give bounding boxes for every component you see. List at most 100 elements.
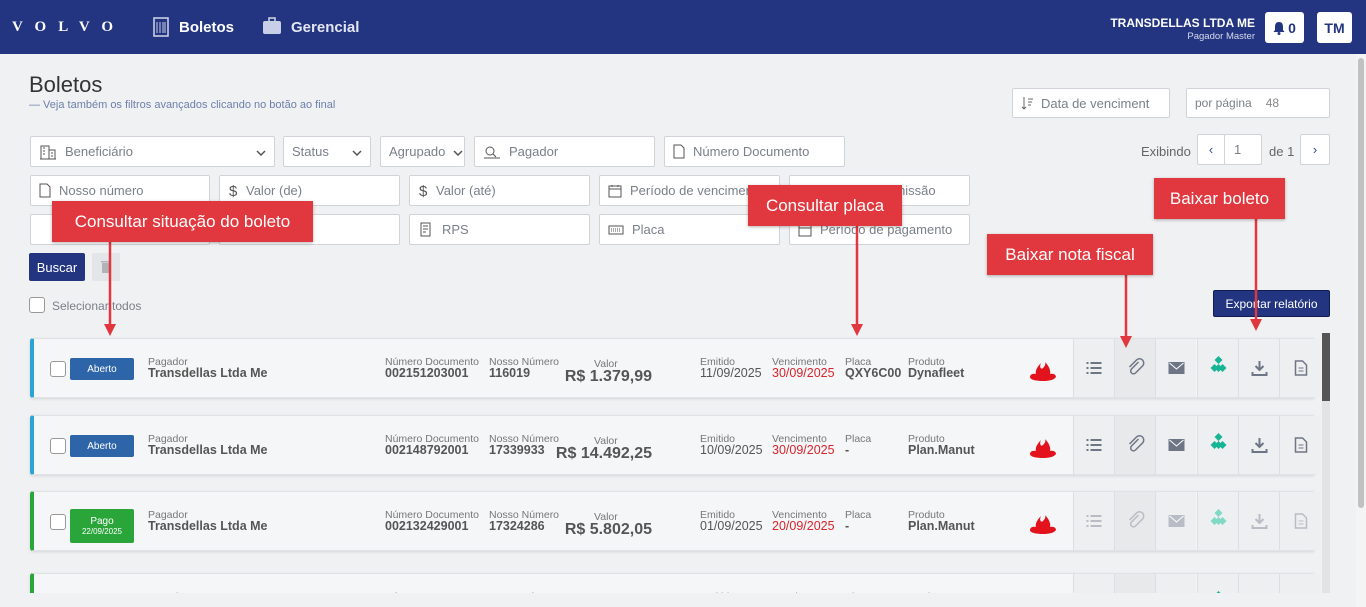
field-value: 11/09/2025: [700, 366, 762, 380]
next-page[interactable]: ›: [1300, 134, 1330, 165]
boleto-card: Pagador Número Documento Nosso Número Emiti…: [30, 573, 1320, 593]
action-button[interactable]: [1073, 574, 1114, 593]
field-label: Número Documento: [385, 509, 479, 521]
company: TRANSDELLAS LTDA ME: [1110, 16, 1255, 30]
filter-placeholder: Placa: [632, 222, 665, 237]
action-button[interactable]: [1196, 339, 1238, 397]
field-label: Placa: [845, 356, 872, 368]
field-label: Produto: [908, 509, 945, 521]
action-button[interactable]: [1155, 492, 1197, 550]
action-button[interactable]: [1237, 492, 1279, 550]
field-label: Número Documento: [385, 591, 479, 593]
field-label: Placa: [845, 509, 872, 521]
action-button[interactable]: [1073, 416, 1114, 474]
per-page-value: 48: [1265, 96, 1280, 110]
row-checkbox[interactable]: [50, 514, 66, 530]
dropdown-caret: [256, 144, 266, 159]
filter-field[interactable]: Número Documento: [664, 136, 845, 167]
filter-field[interactable]: RPS: [409, 214, 590, 245]
field-label: Emitido: [700, 433, 736, 445]
action-button[interactable]: [1196, 492, 1238, 550]
nav-item[interactable]: Gerencial: [291, 19, 360, 36]
filter-placeholder: Pagador: [509, 144, 559, 159]
notification-count: 0: [1288, 19, 1296, 36]
field-value: 20/09/2025: [772, 519, 835, 533]
status-badge[interactable]: Pago 22/09/2025: [70, 509, 134, 543]
results-list: Aberto Pagador Transdellas Ltda Me Número D…: [0, 330, 1322, 593]
row-checkbox[interactable]: [50, 361, 66, 377]
page-title: Boletos: [29, 72, 103, 97]
action-button[interactable]: [1279, 574, 1320, 593]
nav-item[interactable]: Boletos: [179, 19, 235, 36]
callout: Consultar situação do boleto: [52, 201, 313, 242]
action-button[interactable]: [1073, 492, 1114, 550]
dropdown-caret: [352, 144, 362, 159]
action-button[interactable]: [1279, 416, 1320, 474]
search-icon: [484, 146, 500, 158]
row-checkbox[interactable]: [50, 438, 66, 454]
action-button[interactable]: [1237, 574, 1279, 593]
field-value: Transdellas Ltda Me: [148, 443, 268, 457]
action-button[interactable]: [1196, 416, 1238, 474]
select-all-checkbox[interactable]: [29, 297, 45, 313]
action-button[interactable]: [1114, 574, 1156, 593]
action-button[interactable]: [1114, 492, 1156, 550]
filter-field[interactable]: Nosso número: [30, 175, 210, 206]
action-button[interactable]: [1196, 574, 1238, 593]
action-button[interactable]: [1155, 339, 1197, 397]
value-amount: R$ 1.379,99: [564, 368, 652, 385]
bank-logo: [1030, 357, 1056, 386]
callout: Baixar nota fiscal: [987, 234, 1153, 275]
field-value: -: [845, 519, 850, 533]
export-button[interactable]: Exportar relatório: [1213, 290, 1330, 317]
clear-button[interactable]: [92, 253, 120, 281]
field-label: Vencimento: [772, 509, 827, 521]
status-date: 22/09/2025: [81, 527, 123, 536]
status-badge[interactable]: Aberto: [70, 358, 134, 380]
value-amount: R$ 5.802,05: [564, 521, 652, 538]
filter-field[interactable]: Agrupado: [380, 136, 465, 167]
avatar[interactable]: TM: [1317, 12, 1352, 43]
field-value: 002148792001: [385, 443, 469, 457]
filter-field[interactable]: Status: [283, 136, 371, 167]
page-scroll-thumb: [1358, 58, 1364, 508]
prev-page[interactable]: ‹: [1197, 134, 1225, 165]
action-button[interactable]: [1155, 574, 1197, 593]
boleto-card: Pago 22/09/2025 Pagador Transdellas Ltda Me…: [30, 491, 1320, 551]
field-value: 30/09/2025: [772, 366, 835, 380]
field-label: Nosso Número: [489, 509, 560, 521]
per-page-select[interactable]: por página 48: [1186, 88, 1330, 118]
action-button[interactable]: [1237, 339, 1279, 397]
field-label: Emitido: [700, 356, 736, 368]
dollar-icon: $: [229, 183, 238, 199]
action-button[interactable]: [1114, 416, 1156, 474]
sort-select[interactable]: Data de venciment: [1012, 88, 1170, 118]
field-label: Placa: [845, 433, 872, 445]
action-button[interactable]: [1279, 492, 1320, 550]
status-badge[interactable]: Aberto: [70, 435, 134, 457]
action-button[interactable]: [1073, 339, 1114, 397]
action-button[interactable]: [1155, 416, 1197, 474]
sort-icon: [1021, 97, 1033, 110]
field-label: Vencimento: [772, 591, 827, 593]
scroll-thumb: [1322, 333, 1330, 401]
search-button[interactable]: Buscar: [29, 253, 85, 281]
page-select[interactable]: 1: [1224, 134, 1262, 165]
bank-logo: [1030, 434, 1056, 463]
brand: VOLVO: [12, 19, 126, 35]
filter-placeholder: Agrupado: [389, 144, 446, 159]
filter-field[interactable]: Beneficiário: [30, 136, 275, 167]
action-button[interactable]: [1237, 416, 1279, 474]
notifications[interactable]: 0: [1265, 12, 1304, 43]
action-button[interactable]: [1114, 339, 1156, 397]
list-scrollbar: [1322, 333, 1330, 593]
field-label: Placa: [845, 591, 871, 593]
field-value: 116019: [489, 366, 531, 380]
action-button[interactable]: [1279, 339, 1320, 397]
dollar-icon: $: [419, 183, 428, 199]
filter-field[interactable]: Pagador: [474, 136, 655, 167]
calendar-icon: [608, 184, 622, 197]
filter-field[interactable]: $ Valor (até): [409, 175, 590, 206]
field-value: 17339933: [489, 443, 545, 457]
field-label: Número Documento: [385, 433, 479, 445]
